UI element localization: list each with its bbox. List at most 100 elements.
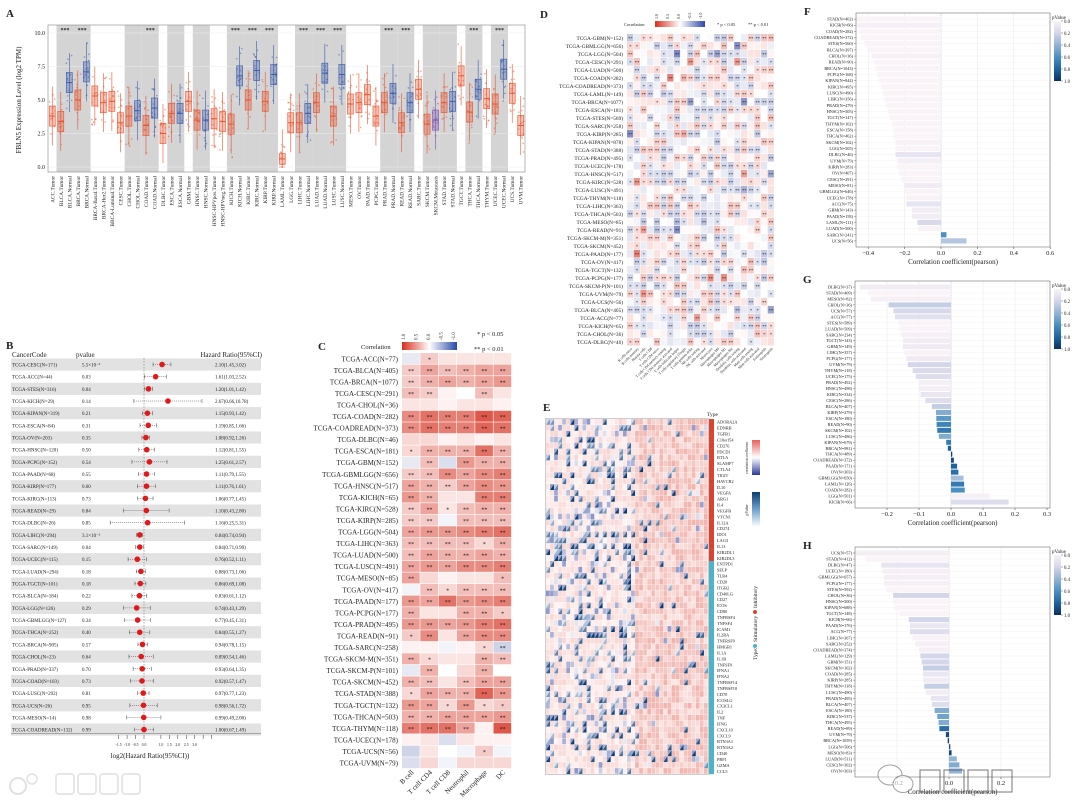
cell-significance: ** (722, 164, 727, 169)
heatmap-cell (566, 602, 570, 609)
heatmap-cell (714, 250, 721, 258)
heatmap-cell (578, 419, 583, 425)
heatmap-cell (598, 454, 603, 461)
heatmap-cell (627, 258, 634, 266)
heatmap-cell (691, 602, 696, 609)
heatmap-cell (680, 82, 687, 90)
heatmap-cell (679, 549, 684, 555)
heatmap-cell (606, 531, 611, 538)
heatmap-cell (546, 590, 550, 597)
heatmap-row: TCGA-UCEC(N=178) (334, 734, 512, 746)
type-annotation (709, 495, 714, 503)
heatmap-cell (420, 376, 438, 388)
cell-significance: ** (445, 450, 451, 456)
heatmap-cell (475, 537, 493, 549)
data-point (87, 66, 89, 69)
cell-significance: ** (426, 554, 432, 560)
hazard-ratio: 1.12(0.81,1.55) (215, 449, 246, 454)
hazard-ratio-point (134, 556, 141, 563)
heatmap-cell (643, 454, 647, 461)
heatmap-cell (683, 454, 688, 461)
hazard-ratio: 1.11(0.76,1.61) (215, 485, 246, 490)
heatmap-cell (767, 74, 774, 82)
heatmap-cell (767, 282, 774, 290)
cell-significance: * (649, 36, 652, 41)
cell-significance: ** (695, 116, 700, 121)
heatmap-cell (691, 531, 696, 538)
cell-significance: ** (749, 324, 754, 329)
heatmap-cell (651, 614, 656, 620)
heatmap-cell (694, 226, 701, 234)
cell-significance: ** (642, 164, 647, 169)
heatmap-cell (691, 578, 696, 585)
cell-significance: ** (755, 332, 760, 337)
heatmap-cell (633, 170, 640, 178)
heatmap-cell (475, 699, 493, 711)
data-point (513, 84, 515, 87)
data-point (103, 99, 106, 102)
heatmap-cell (627, 555, 631, 561)
heatmap-cell (655, 590, 660, 597)
data-point (335, 139, 337, 141)
hazard-ratio-point (139, 665, 146, 672)
data-point (59, 121, 61, 124)
heatmap-cell (582, 525, 587, 532)
pair-band (380, 25, 398, 172)
heatmap-cell (566, 590, 570, 597)
heatmap-row: ENTPD1 (546, 561, 733, 568)
data-point (108, 103, 111, 105)
heatmap-cell (700, 170, 707, 178)
heatmap-cell (602, 448, 607, 455)
data-point (374, 123, 376, 125)
data-point (331, 119, 333, 121)
heatmap-cell (590, 590, 595, 597)
x-tick-label: KIRP.Tumor (263, 176, 269, 204)
cell-significance: ** (445, 484, 451, 490)
cell-significance: ** (642, 332, 647, 337)
heatmap-cell (647, 242, 654, 250)
box-THCA.Normal (474, 59, 482, 119)
heatmap-row: TCGA-KICH(N=65) ** * * ** ** ** * * ** ** ** * (578, 322, 774, 330)
data-point (187, 130, 190, 132)
heatmap-cell (566, 626, 570, 632)
heatmap-cell (683, 501, 688, 508)
heatmap-cell (402, 491, 420, 503)
heatmap-cell (594, 525, 599, 532)
heatmap-cell (475, 630, 493, 642)
gene-label: ARG1 (717, 497, 728, 502)
heatmap-cell (594, 436, 599, 443)
data-point (52, 93, 54, 96)
heatmap-cell (550, 442, 554, 449)
heatmap-cell (671, 484, 676, 490)
data-point (252, 52, 255, 55)
heatmap-cell (635, 460, 639, 467)
heatmap-row: TCGA-HNSC(N=517) ** ** ** ** ** ** (334, 480, 512, 491)
heatmap-cell (456, 410, 475, 422)
cell-significance: * (501, 611, 504, 617)
cell-significance: ** (500, 542, 506, 548)
heatmap-cell (438, 503, 457, 515)
heatmap-cell (558, 590, 562, 597)
heatmap-row: TCGA-KIRC(N=528) * ** * * ** ** * ** ** ** ** * ** * ** (576, 178, 774, 186)
cell-significance: ** (722, 68, 727, 73)
heatmap-cell (659, 620, 664, 626)
heatmap-cell (602, 490, 607, 496)
heatmap-cell (680, 66, 687, 74)
heatmap-cell (627, 478, 631, 484)
heatmap-row: TCGA-STES(N=569) * ** * ** ** * * ** ** (576, 114, 774, 122)
data-point (232, 127, 234, 129)
heatmap-cell (643, 501, 647, 508)
x-tick-label: TGCT.Tumor (459, 176, 465, 206)
pvalue: 0.40 (82, 631, 91, 636)
heatmap-cell (586, 424, 591, 431)
heatmap-cell (651, 578, 656, 585)
cell-significance: ** (702, 92, 707, 97)
heatmap-cell (627, 234, 634, 242)
heatmap-cell (694, 58, 701, 66)
heatmap-cell (651, 419, 656, 425)
heatmap-cell (614, 555, 619, 561)
heatmap-cell (420, 722, 438, 734)
heatmap-cell (683, 531, 688, 538)
box-HNSC-HPVneg.Tumor (218, 91, 226, 151)
